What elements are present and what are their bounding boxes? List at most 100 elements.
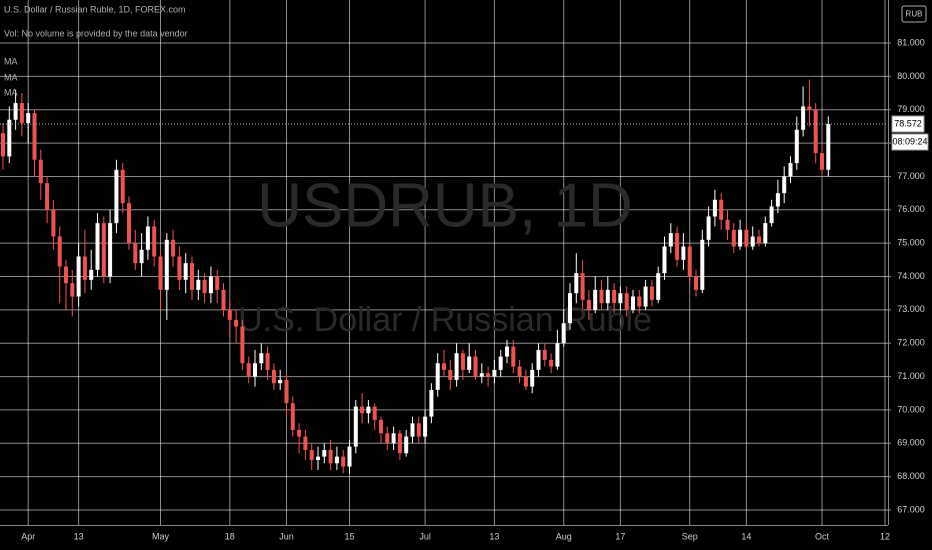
candle-body [542,349,547,360]
candle-body [316,456,320,460]
candle-body [347,446,352,467]
y-tick-label: 70.000 [897,404,925,414]
candle-body [605,289,610,304]
candle-body [694,276,698,290]
axes: 67.000 68.000 69.000 70.000 71.000 72.000 73.0… [21,37,929,541]
candle-body [712,199,717,217]
candle-body [423,416,428,437]
x-tick-label: 12 [880,531,890,541]
candle-body [360,406,365,414]
candle-body [719,199,724,220]
candle-body [429,389,434,417]
candle-body [473,356,478,377]
candle-body [801,106,806,130]
candle-body [593,289,598,310]
candle-body [498,356,503,370]
candle-body [750,236,755,247]
plot [0,79,888,474]
candle-body [95,223,100,270]
candle-body [139,249,144,264]
candle-body [177,256,182,280]
candle-body [725,219,730,230]
candle-body [517,366,522,377]
candle-body [599,289,604,304]
candle-body [158,256,163,290]
x-tick-label: 18 [225,531,235,541]
y-tick-label: 80.000 [897,71,925,81]
y-tick-label: 79.000 [897,104,925,114]
candle-body [618,293,623,304]
candle-body [536,349,541,370]
candle-body [1,133,5,157]
y-tick-label: 73.000 [897,304,925,314]
candle-body [656,273,661,300]
candle-body [234,319,239,327]
candle-body [486,373,491,377]
candle-body [353,406,358,447]
candle-body [813,109,818,154]
candle-body [133,243,138,264]
candle-body [183,263,188,280]
candle-body [38,159,43,184]
candle-body [731,229,736,247]
candle-body [649,286,654,300]
candle-body [51,209,56,237]
candle-body [530,369,535,387]
candle-body [479,373,484,377]
candle-body [416,423,421,437]
candle-body [196,279,201,290]
candle-body [612,289,617,304]
watermark: USDRUB, 1D [257,171,633,240]
candle-body [227,309,232,320]
x-tick-label: 17 [615,531,625,541]
candle-body [574,273,579,294]
indicator-label: MA [4,56,18,66]
candle-body [13,103,18,120]
candle-body [190,263,194,290]
candle-body [586,299,591,310]
candle-body [64,266,68,284]
y-tick-label: 71.000 [897,371,925,381]
candle-body [435,363,440,390]
candle-body [82,256,87,280]
candle-body [763,223,768,244]
candle-body [379,419,383,434]
indicator-label: MA [4,87,18,97]
candle-body [322,449,327,457]
candle-body [32,113,37,160]
x-tick-label: May [152,531,170,541]
candle-body [738,229,743,247]
candle-body [328,449,333,464]
candle-body [145,226,150,250]
candle-body [202,279,207,294]
candle-body [221,289,226,310]
x-tick-label: Apr [21,531,35,541]
candle-body [253,363,257,377]
countdown-box [891,133,929,151]
currency-label: RUB [906,10,923,19]
candle-body [757,236,761,244]
candle-body [624,293,629,310]
candle-body [76,256,81,297]
chart-title: U.S. Dollar / Russian Ruble, 1D, FOREX.c… [4,4,186,14]
candle-body [19,103,24,124]
x-tick-label: 13 [489,531,499,541]
x-tick-label: Oct [815,531,830,541]
candle-body [442,363,446,370]
candle-body [372,406,377,420]
candle-body [820,153,824,170]
currency-badge[interactable] [901,5,927,23]
candle-body [284,379,289,404]
candle-body [341,456,346,467]
candle-body [70,283,75,297]
candle-body [404,436,409,454]
candle-body [448,369,453,380]
candle-body [57,236,62,267]
candle-body [467,356,472,370]
candle-body [240,326,245,364]
candle-body [681,246,686,260]
candle-body [675,233,680,260]
last-price-box [891,115,925,133]
